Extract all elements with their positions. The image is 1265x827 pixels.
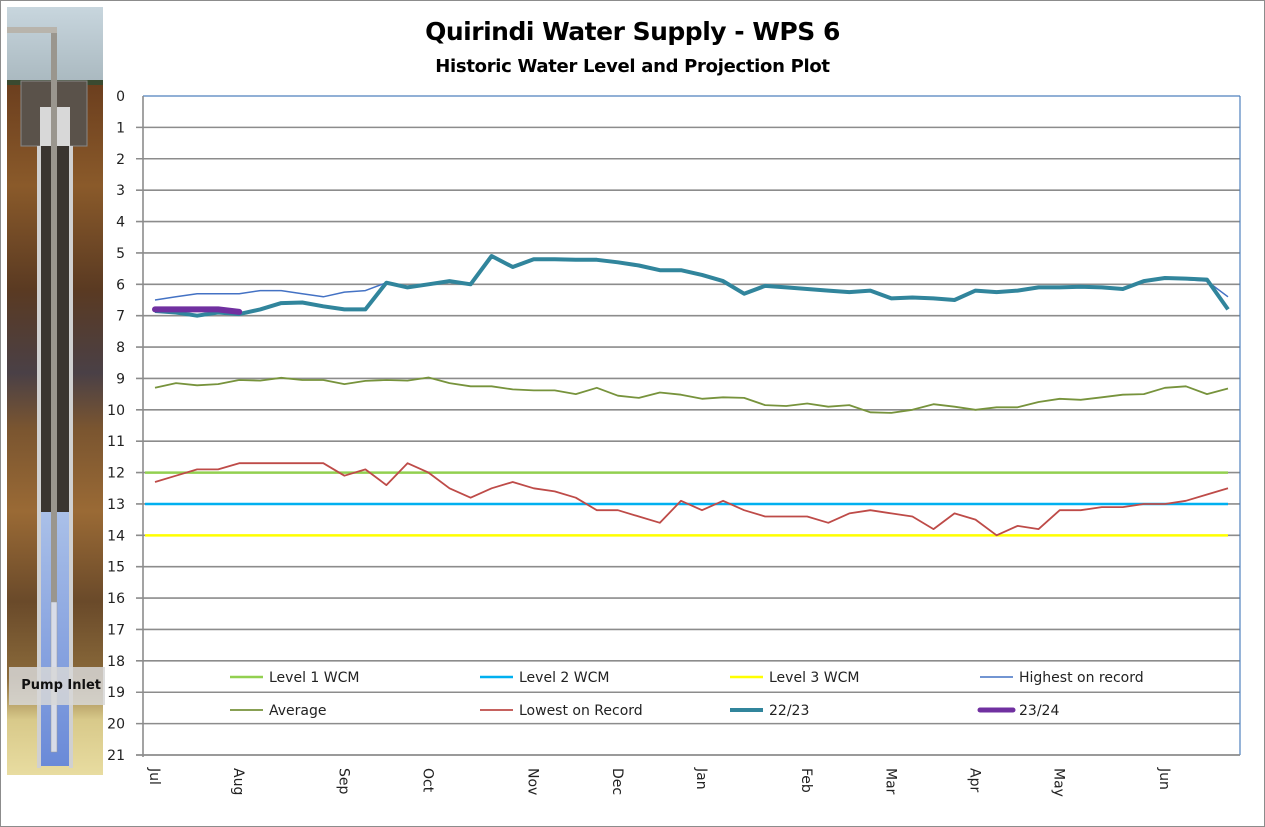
y-tick-label: 20 bbox=[107, 717, 125, 733]
legend-label: Highest on record bbox=[1019, 670, 1144, 686]
chart-title: Quirindi Water Supply - WPS 6 bbox=[425, 17, 840, 46]
legend-label: Level 2 WCM bbox=[519, 670, 609, 686]
y-tick-label: 9 bbox=[116, 371, 125, 387]
x-tick-label: Dec bbox=[609, 768, 625, 795]
legend-item: Level 3 WCM bbox=[730, 670, 859, 686]
y-tick-label: 21 bbox=[107, 748, 125, 764]
bore-illustration bbox=[7, 7, 103, 775]
legend-item: Lowest on Record bbox=[480, 703, 643, 719]
y-tick-label: 4 bbox=[116, 215, 125, 231]
legend-item: 23/24 bbox=[977, 703, 1059, 719]
legend-label: Average bbox=[269, 703, 327, 719]
series-lowest-on-record bbox=[154, 462, 1229, 537]
y-tick-label: 12 bbox=[107, 466, 125, 482]
y-tick-label: 15 bbox=[107, 560, 125, 576]
series-22-23 bbox=[154, 254, 1230, 318]
x-tick-label: Feb bbox=[798, 768, 814, 793]
legend-item: Average bbox=[230, 703, 327, 719]
series-lines bbox=[145, 254, 1230, 537]
x-tick-label: Oct bbox=[420, 768, 436, 793]
x-tick-label: Jan bbox=[693, 767, 709, 790]
y-tick-label: 1 bbox=[116, 120, 125, 136]
y-tick-label: 3 bbox=[116, 183, 125, 199]
y-tick-label: 14 bbox=[107, 528, 125, 544]
legend-item: Highest on record bbox=[980, 670, 1144, 686]
y-tick-label: 7 bbox=[116, 309, 125, 325]
legend-item: Level 1 WCM bbox=[230, 670, 359, 686]
y-tick-label: 19 bbox=[107, 685, 125, 701]
legend-label: 23/24 bbox=[1019, 703, 1059, 719]
axes bbox=[136, 95, 1241, 757]
x-tick-label: Aug bbox=[230, 768, 246, 795]
x-axis-ticks: Jul Aug Sep Oct Nov Dec Jan Feb Mar Apr May Jun bbox=[146, 767, 1172, 797]
x-tick-label: Nov bbox=[525, 768, 541, 795]
pump-inlet-label: Pump Inlet bbox=[9, 667, 105, 705]
x-tick-label: Mar bbox=[882, 768, 898, 795]
series-23-24 bbox=[152, 306, 243, 315]
legend-item: Level 2 WCM bbox=[480, 670, 609, 686]
y-tick-label: 17 bbox=[107, 622, 125, 638]
legend-label: 22/23 bbox=[769, 703, 809, 719]
y-tick-label: 0 bbox=[116, 89, 125, 105]
series-average bbox=[154, 376, 1229, 414]
x-tick-label: Jun bbox=[1156, 767, 1172, 790]
gridlines bbox=[136, 126, 1240, 756]
legend-item: 22/23 bbox=[730, 703, 809, 719]
x-tick-label: Sep bbox=[335, 768, 351, 795]
legend-label: Level 3 WCM bbox=[769, 670, 859, 686]
y-tick-label: 5 bbox=[116, 246, 125, 262]
x-tick-label: Apr bbox=[967, 768, 983, 792]
y-tick-label: 6 bbox=[116, 277, 125, 293]
chart-subtitle: Historic Water Level and Projection Plot bbox=[435, 56, 830, 77]
series-highest-on-record bbox=[154, 255, 1229, 301]
legend-label: Level 1 WCM bbox=[269, 670, 359, 686]
legend-label: Lowest on Record bbox=[519, 703, 643, 719]
y-tick-label: 2 bbox=[116, 152, 125, 168]
legend: Level 1 WCM Level 2 WCM Level 3 WCM Highest… bbox=[230, 670, 1144, 719]
y-tick-label: 8 bbox=[116, 340, 125, 356]
bore-diagram-icon bbox=[7, 7, 103, 775]
y-tick-label: 13 bbox=[107, 497, 125, 513]
y-tick-label: 18 bbox=[107, 654, 125, 670]
x-tick-label: Jul bbox=[146, 767, 162, 785]
y-tick-label: 16 bbox=[107, 591, 125, 607]
y-tick-label: 10 bbox=[107, 403, 125, 419]
x-tick-label: May bbox=[1051, 768, 1067, 797]
y-tick-label: 11 bbox=[107, 434, 125, 450]
